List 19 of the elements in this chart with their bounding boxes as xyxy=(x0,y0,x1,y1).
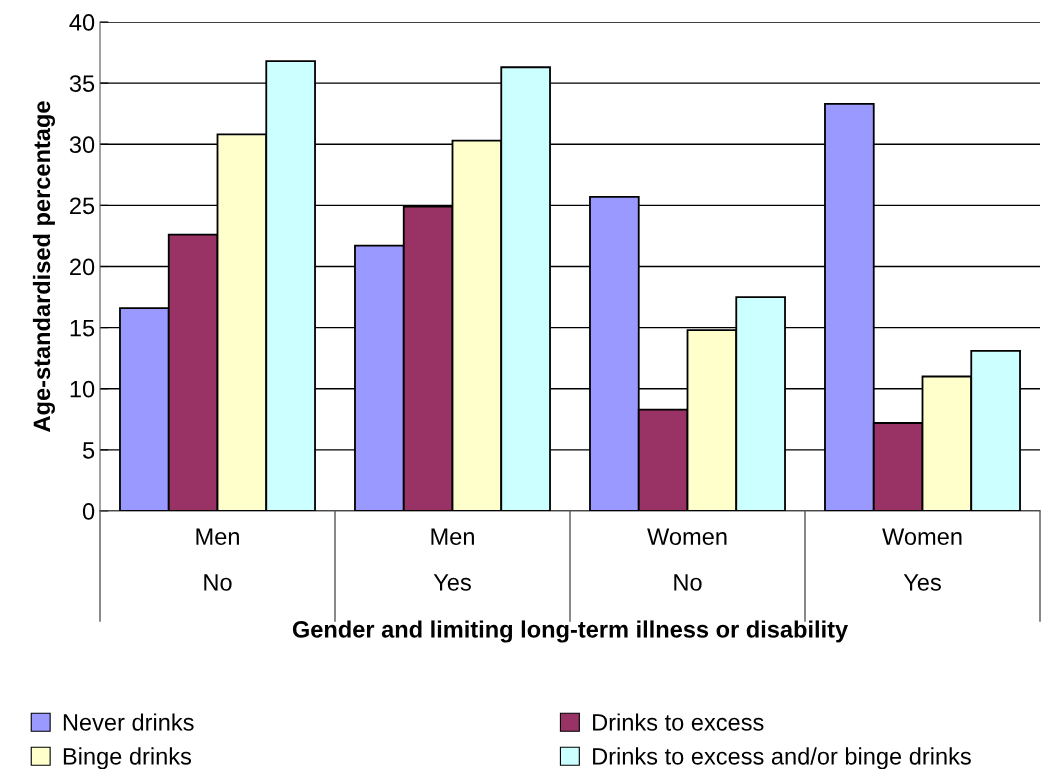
y-tick-label: 10 xyxy=(70,380,95,398)
x-axis-title: Gender and limiting long-term illness or disability xyxy=(292,620,849,643)
category-label: Men Yes xyxy=(431,528,474,591)
y-tick-label: 30 xyxy=(69,136,95,154)
legend-label: Drinks to excess xyxy=(593,713,764,731)
y-tick-label: 35 xyxy=(69,75,95,92)
y-tick-label: 20 xyxy=(70,258,95,276)
legend-label: Binge drinks xyxy=(63,747,192,769)
y-tick-label: 40 xyxy=(69,14,95,31)
y-tick-label: 0 xyxy=(82,503,95,520)
y-tick-label: 15 xyxy=(70,319,95,337)
y-axis-title: Age-standardised percentage xyxy=(32,101,55,432)
category-label: Women No xyxy=(647,528,727,591)
y-tick-label: 25 xyxy=(70,197,95,215)
legend-label: Drinks to excess and/or binge drinks xyxy=(593,747,971,769)
category-label: Men No xyxy=(196,528,239,591)
legend-label: Never drinks xyxy=(63,713,194,731)
y-tick-label: 5 xyxy=(82,442,95,459)
category-label: Women Yes xyxy=(882,528,962,591)
